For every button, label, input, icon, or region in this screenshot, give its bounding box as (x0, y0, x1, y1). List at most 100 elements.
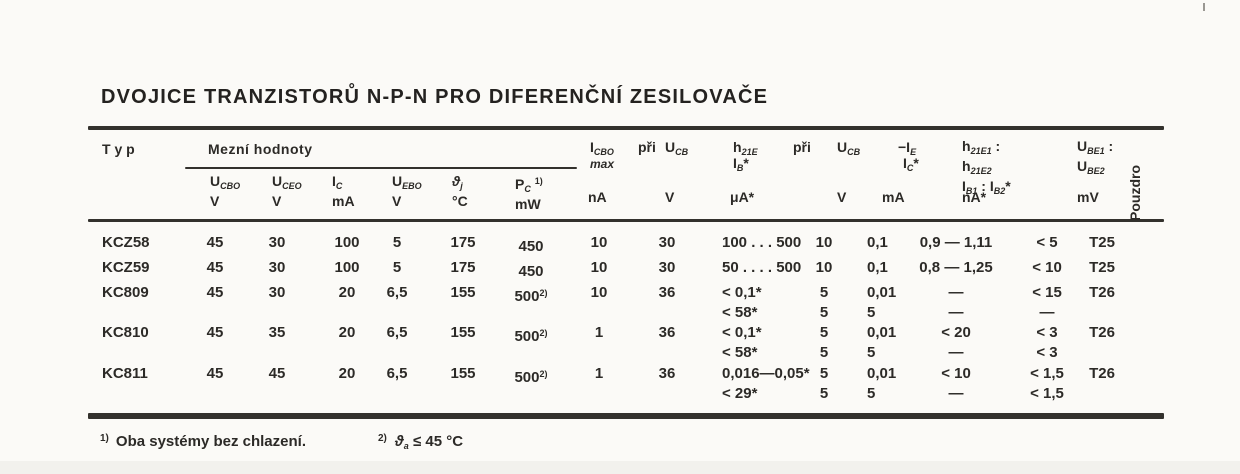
cell-icbo: 10 (590, 284, 608, 301)
cell-ic: 20 (338, 284, 356, 301)
column-header-pc: PC 1) mW (515, 176, 543, 212)
cell-uebo: 5 (392, 259, 402, 276)
cell-ic: 20 (338, 365, 356, 382)
cell-pouzdro: T26 (1089, 365, 1115, 382)
cell-typ: KCZ59 (102, 259, 150, 276)
cell-icbo: 1 (594, 365, 604, 382)
cell-typ: KC811 (102, 365, 148, 382)
unit-icbo: nA (588, 189, 607, 205)
table-bottom-rule (88, 413, 1164, 419)
cell-uebo: 6,5 (386, 284, 408, 301)
unit-ucb-2: V (837, 189, 847, 205)
column-header-uebo: UEBO V (392, 173, 422, 209)
cell-icbo: 10 (590, 259, 608, 276)
cell-thetaj: 175 (450, 259, 476, 276)
cell-h21e: < 0,1* < 58* (722, 324, 762, 361)
column-header-h21e: h21E (733, 139, 758, 158)
cell-uceo: 30 (268, 284, 286, 301)
cell-uebo: 6,5 (386, 365, 408, 382)
cell-uceo: 35 (268, 324, 286, 341)
table-row: KC809 45 30 20 6,5 155 5002) 10 36 < 0,1… (0, 283, 1240, 327)
footnote-2-symbol: ϑa (394, 433, 409, 451)
cell-ucbo: 45 (206, 284, 224, 301)
page-title: DVOJICE TRANZISTORŮ N-P-N PRO DIFERENČNÍ… (101, 86, 769, 108)
cell-h21e: 100 . . . 500 (722, 234, 802, 251)
cell-thetaj: 175 (450, 234, 476, 251)
unit-ube-diff: mV (1077, 189, 1099, 205)
cell-pouzdro: T26 (1089, 324, 1115, 341)
cell-uebo: 5 (392, 234, 402, 251)
cell-pouzdro: T25 (1089, 259, 1115, 276)
cell-ucbo: 45 (206, 234, 224, 251)
cell-h21e: < 0,1* < 58* (722, 284, 762, 321)
cell-h21e-ratio: < 20— (941, 324, 971, 361)
cell-thetaj: 155 (450, 324, 476, 341)
cell-ie: 0,01 5 (867, 365, 897, 402)
ie-ic-condition: IC* (903, 155, 919, 174)
table-row: KC810 45 35 20 6,5 155 5002) 1 36 < 0,1*… (0, 323, 1240, 367)
cell-ube-diff: < 5 (1036, 234, 1058, 251)
cell-ie: 0,01 5 (867, 284, 897, 321)
cell-ucbo: 45 (206, 365, 224, 382)
cell-h21e-ratio: — — (948, 284, 964, 321)
cell-ube-diff: < 15— (1032, 284, 1062, 321)
cell-ucbo: 45 (206, 324, 224, 341)
cell-h21e-ratio: < 10— (941, 365, 971, 402)
cell-uebo: 6,5 (386, 324, 408, 341)
column-header-typ: T y p (102, 141, 135, 157)
cell-ie: 0,1 (867, 259, 888, 276)
table-row: KC811 45 45 20 6,5 155 5002) 1 36 0,016—… (0, 364, 1240, 408)
cell-typ: KC809 (102, 284, 149, 301)
scan-speck (1203, 3, 1205, 11)
pri-label-2: při (793, 139, 811, 155)
cell-icbo: 10 (590, 234, 608, 251)
h21e-ib-condition: IB* (733, 155, 749, 174)
cell-ucb1: 36 (658, 365, 676, 382)
cell-typ: KC810 (102, 324, 149, 341)
table-row: KCZ58 45 30 100 5 175 450 10 30 100 . . … (0, 233, 1240, 277)
column-header-h21e-ratio: h21E1 : h21E2 IB1 : IB2* (962, 138, 1011, 197)
footnote-1: 1) Oba systémy bez chlazení. (100, 429, 306, 452)
cell-ucb2: 10 (815, 259, 833, 276)
unit-ie: mA (882, 189, 905, 205)
icbo-max-label: max (590, 157, 615, 171)
unit-ucb-1: V (665, 189, 675, 205)
cell-thetaj: 155 (450, 365, 476, 382)
cell-ucb1: 30 (658, 259, 676, 276)
table-row: KCZ59 45 30 100 5 175 450 10 30 50 . . .… (0, 258, 1240, 302)
column-header-ucb-2: UCB (837, 139, 861, 158)
cell-typ: KCZ58 (102, 234, 150, 251)
cell-h21e-ratio: 0,8 — 1,25 (919, 259, 993, 276)
cell-pc: 450 (518, 238, 544, 255)
cell-ic: 100 (334, 259, 360, 276)
cell-ucb1: 30 (658, 234, 676, 251)
pri-label-1: při (638, 139, 656, 155)
column-header-uceo: UCEO V (272, 173, 302, 209)
cell-h21e-ratio: 0,9 — 1,11 (919, 234, 993, 251)
footnote-2-marker: 2) (378, 433, 387, 444)
cell-pc: 5002) (514, 328, 548, 345)
cell-ie: 0,1 (867, 234, 888, 251)
cell-ube-diff: < 10 (1032, 259, 1062, 276)
cell-icbo: 1 (594, 324, 604, 341)
cell-pc: 5002) (514, 369, 548, 386)
cell-ube-diff: < 1,5 < 1,5 (1030, 365, 1064, 402)
cell-pouzdro: T26 (1089, 284, 1115, 301)
unit-h21e: μA* (730, 189, 755, 205)
mezni-hodnoty-underline (185, 167, 577, 169)
footnote-1-marker: 1) (100, 433, 109, 444)
column-header-pouzdro: Pouzdro (1127, 165, 1143, 221)
cell-uceo: 45 (268, 365, 286, 382)
cell-ic: 20 (338, 324, 356, 341)
column-header-ie: −IE (898, 139, 917, 158)
header-bottom-rule (88, 219, 1164, 222)
cell-ucb1: 36 (658, 284, 676, 301)
column-header-ube-diff: UBE1 : UBE2 (1077, 138, 1114, 177)
cell-uceo: 30 (268, 259, 286, 276)
column-header-ucbo: UCBO V (210, 173, 241, 209)
unit-h21e-ratio: nA* (962, 189, 987, 205)
table-top-rule (88, 126, 1164, 130)
column-header-icbo: ICBO (590, 139, 614, 158)
